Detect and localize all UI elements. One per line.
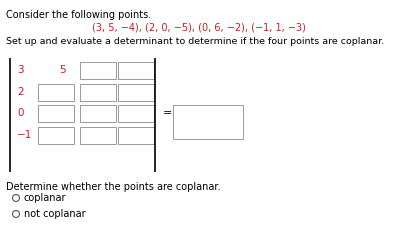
Text: =: = bbox=[163, 108, 172, 118]
Circle shape bbox=[12, 194, 20, 202]
FancyBboxPatch shape bbox=[38, 84, 74, 100]
FancyBboxPatch shape bbox=[118, 61, 154, 79]
Text: coplanar: coplanar bbox=[24, 193, 66, 203]
FancyBboxPatch shape bbox=[80, 61, 116, 79]
FancyBboxPatch shape bbox=[80, 104, 116, 122]
Text: 5: 5 bbox=[59, 65, 65, 75]
Text: (3, 5, −4), (2, 0, −5), (0, 6, −2), (−1, 1, −3): (3, 5, −4), (2, 0, −5), (0, 6, −2), (−1,… bbox=[92, 22, 306, 32]
Text: 3: 3 bbox=[17, 65, 23, 75]
Text: −1: −1 bbox=[17, 130, 32, 140]
Text: not coplanar: not coplanar bbox=[24, 209, 86, 219]
Circle shape bbox=[12, 210, 20, 218]
FancyBboxPatch shape bbox=[173, 105, 243, 139]
Text: Consider the following points.: Consider the following points. bbox=[6, 10, 151, 20]
FancyBboxPatch shape bbox=[80, 127, 116, 144]
FancyBboxPatch shape bbox=[38, 127, 74, 144]
Text: Set up and evaluate a determinant to determine if the four points are coplanar.: Set up and evaluate a determinant to det… bbox=[6, 37, 384, 46]
FancyBboxPatch shape bbox=[118, 104, 154, 122]
Text: 2: 2 bbox=[17, 87, 23, 97]
FancyBboxPatch shape bbox=[80, 84, 116, 100]
FancyBboxPatch shape bbox=[38, 104, 74, 122]
FancyBboxPatch shape bbox=[118, 127, 154, 144]
Text: 0: 0 bbox=[17, 108, 23, 118]
Text: Determine whether the points are coplanar.: Determine whether the points are coplana… bbox=[6, 182, 220, 192]
FancyBboxPatch shape bbox=[118, 84, 154, 100]
